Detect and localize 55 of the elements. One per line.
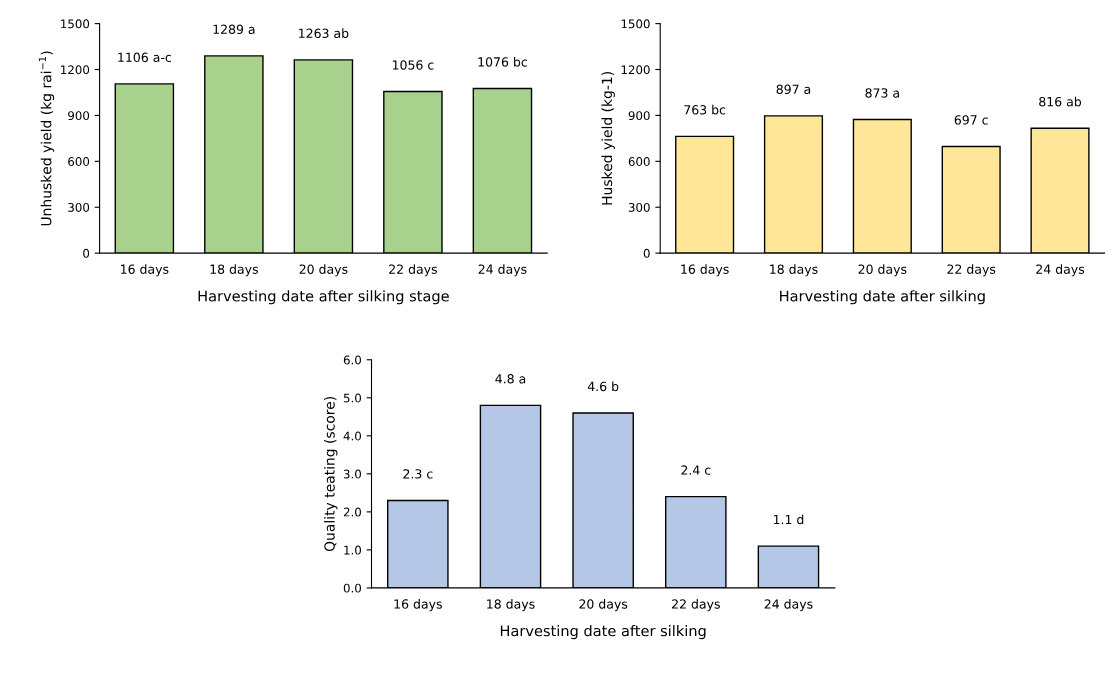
data-label: 897 a	[776, 84, 811, 95]
data-label: 2.4 c	[681, 465, 711, 475]
y-tick-label: 600	[68, 157, 90, 166]
y-tick-label: 2.0	[343, 507, 361, 517]
y-axis-title: Quality teating (score)	[324, 397, 338, 552]
y-tick-label: 300	[68, 202, 90, 212]
data-label: 697 c	[954, 115, 988, 125]
x-tick-label: 22 days	[672, 599, 720, 612]
y-tick-label: 0	[83, 248, 90, 258]
x-tick-label: 16 days	[681, 264, 729, 277]
x-tick-label: 20 days	[579, 599, 628, 612]
data-label: 1076 bc	[478, 56, 527, 67]
y-tick-label: 1200	[621, 65, 650, 75]
x-tick-label: 18 days	[210, 264, 258, 277]
y-tick-label: 900	[628, 111, 650, 121]
x-tick-label: 24 days	[478, 264, 527, 277]
x-tick-label: 22 days	[947, 264, 996, 277]
y-tick-label: 1500	[61, 19, 90, 29]
y-tick-label: 300	[628, 202, 650, 212]
y-tick-label: 0	[643, 248, 650, 258]
data-label: 1263 ab	[299, 28, 349, 39]
y-axis-title: Unhusked yield (kg rai$^{−1}$)	[38, 51, 55, 226]
y-tick-label: 0.0	[343, 583, 361, 593]
x-tick-label: 20 days	[299, 264, 348, 277]
x-tick-label: 22 days	[389, 264, 437, 277]
y-tick-label: 1.0	[344, 545, 361, 555]
x-tick-label: 16 days	[121, 264, 169, 277]
y-tick-label: 5.0	[343, 393, 361, 403]
data-label: 4.8 a	[495, 374, 526, 384]
x-axis-title: Harvesting date after silking	[500, 625, 706, 640]
data-label: 2.3 c	[403, 469, 433, 479]
data-label: 1106 a-c	[118, 52, 171, 63]
y-tick-label: 1500	[621, 19, 650, 29]
y-tick-label: 4.0	[343, 431, 361, 441]
y-tick-label: 900	[68, 111, 90, 121]
y-tick-label: 1200	[61, 65, 90, 75]
data-label: 1289 a	[213, 24, 255, 35]
y-tick-label: 6.0	[343, 355, 361, 365]
x-tick-label: 20 days	[858, 264, 907, 277]
x-axis-title: Harvesting date after silking stage	[198, 290, 449, 305]
data-label: 1.1 d	[773, 514, 804, 525]
data-label: 763 bc	[684, 104, 726, 115]
data-label: 816 ab	[1039, 96, 1082, 107]
data-label: 873 a	[865, 88, 899, 98]
x-tick-label: 18 days	[770, 264, 818, 277]
x-tick-label: 16 days	[394, 599, 442, 612]
y-tick-label: 600	[628, 157, 650, 166]
data-label: 1056 c	[392, 60, 434, 70]
y-tick-label: 3.0	[343, 469, 361, 479]
x-tick-label: 24 days	[1036, 264, 1085, 277]
y-axis-title: Husked yield (kg-1)	[601, 72, 615, 205]
x-tick-label: 18 days	[487, 599, 535, 612]
x-tick-label: 24 days	[764, 599, 813, 612]
data-label: 4.6 b	[587, 381, 619, 392]
x-axis-title: Harvesting date after silking	[780, 290, 985, 305]
